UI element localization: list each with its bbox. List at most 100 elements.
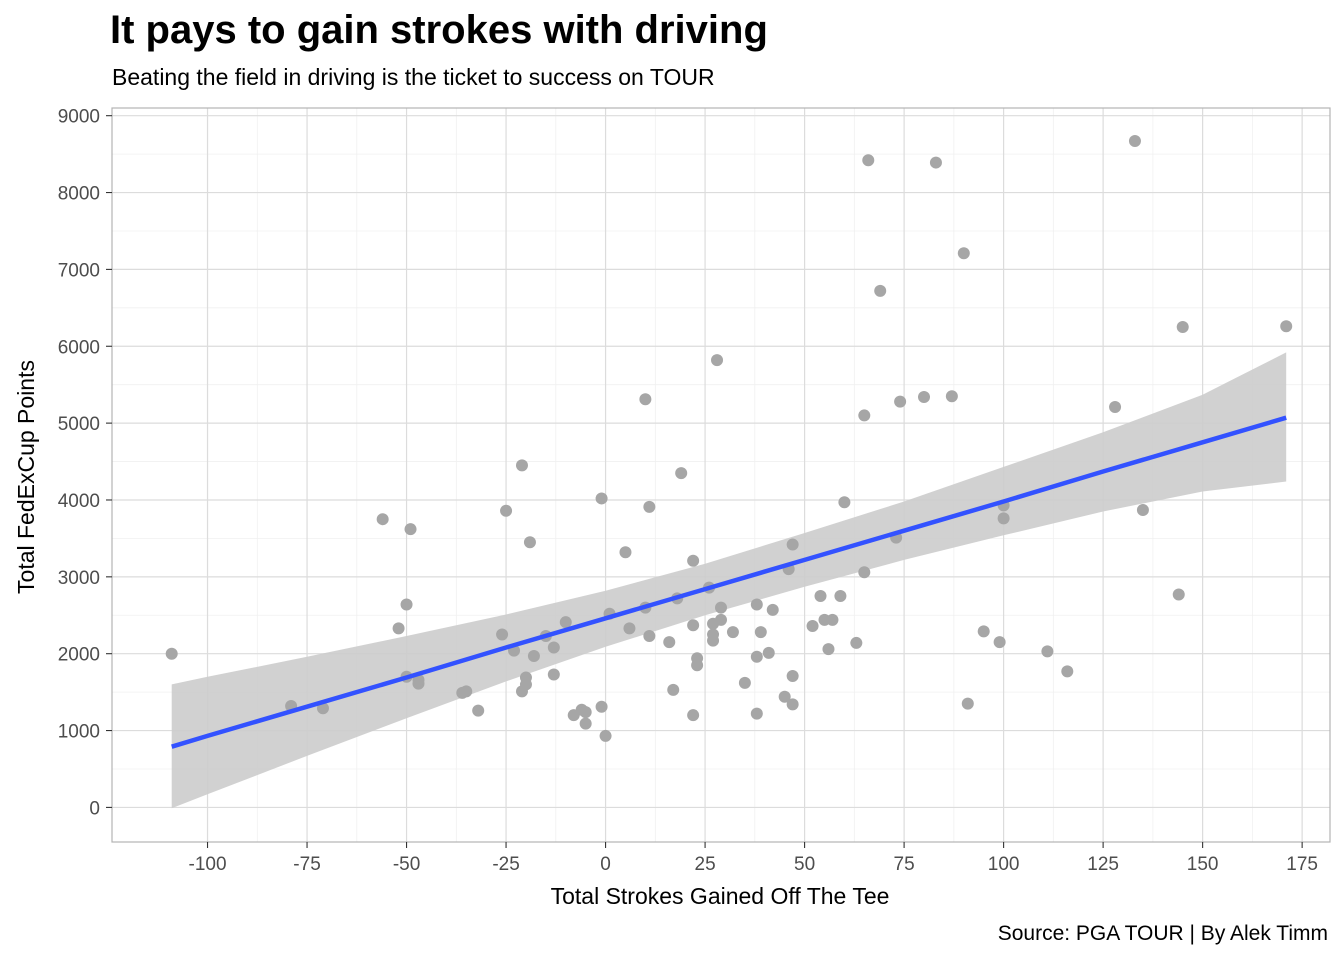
data-point bbox=[750, 707, 763, 720]
data-point bbox=[472, 704, 485, 717]
x-tick-label: 75 bbox=[894, 854, 915, 875]
y-tick-label: 0 bbox=[89, 798, 100, 819]
data-point bbox=[918, 390, 930, 403]
y-tick-label: 4000 bbox=[58, 491, 100, 512]
data-point bbox=[786, 698, 799, 711]
data-point bbox=[814, 590, 827, 603]
data-point bbox=[750, 598, 763, 611]
data-point bbox=[1128, 135, 1141, 148]
data-point bbox=[316, 702, 329, 715]
data-point bbox=[643, 500, 656, 513]
data-point bbox=[750, 650, 763, 663]
data-point bbox=[500, 504, 513, 517]
x-axis-title: Total Strokes Gained Off The Tee bbox=[551, 883, 890, 909]
data-point bbox=[754, 626, 767, 639]
data-point bbox=[826, 613, 839, 626]
data-point bbox=[667, 683, 680, 696]
regression-line-path bbox=[171, 415, 1287, 749]
chart-subtitle: Beating the field in driving is the tick… bbox=[112, 64, 715, 90]
data-point bbox=[376, 513, 389, 526]
chart-caption: Source: PGA TOUR | By Alek Timm bbox=[997, 922, 1328, 945]
data-point bbox=[945, 390, 958, 403]
y-axis-title: Total FedExCup Points bbox=[13, 360, 39, 594]
data-point bbox=[519, 671, 532, 684]
x-tick-label: -100 bbox=[189, 854, 227, 875]
data-point bbox=[822, 643, 835, 656]
data-point bbox=[862, 154, 875, 167]
x-tick-label: 0 bbox=[600, 854, 611, 875]
x-tick-label: 150 bbox=[1187, 854, 1219, 875]
gridlines bbox=[112, 108, 1330, 842]
regression-line bbox=[171, 415, 1287, 749]
data-point bbox=[1041, 645, 1054, 658]
data-point bbox=[404, 523, 417, 536]
y-tick-label: 9000 bbox=[58, 107, 100, 128]
data-point bbox=[957, 247, 970, 260]
y-tick-label: 1000 bbox=[58, 722, 100, 743]
data-point bbox=[1136, 503, 1149, 516]
x-axis-ticks: -100 -75 -50 -25 0 25 50 75 100 125 150 175 bbox=[189, 842, 1318, 875]
data-point bbox=[894, 395, 907, 408]
data-point bbox=[762, 646, 775, 659]
data-point bbox=[858, 409, 871, 422]
data-point bbox=[392, 622, 405, 635]
chart-title: It pays to gain strokes with driving bbox=[110, 8, 768, 52]
data-point bbox=[595, 700, 608, 713]
y-axis-ticks: 0 1000 2000 3000 4000 5000 6000 7000 8000 9000 bbox=[58, 107, 112, 819]
y-tick-label: 2000 bbox=[58, 645, 100, 666]
data-point bbox=[874, 284, 887, 297]
data-point bbox=[997, 512, 1010, 525]
data-point bbox=[547, 668, 560, 681]
data-point bbox=[715, 601, 727, 614]
x-tick-label: -25 bbox=[492, 854, 519, 875]
data-point bbox=[961, 697, 974, 710]
y-tick-label: 5000 bbox=[58, 414, 100, 435]
data-point bbox=[929, 156, 942, 169]
data-point bbox=[691, 652, 704, 665]
data-point bbox=[1109, 400, 1122, 413]
data-point bbox=[675, 467, 688, 480]
data-point bbox=[834, 590, 847, 603]
data-point bbox=[1280, 320, 1293, 333]
x-tick-label: 125 bbox=[1087, 854, 1119, 875]
y-tick-label: 8000 bbox=[58, 184, 100, 205]
x-tick-label: 175 bbox=[1286, 854, 1318, 875]
data-point bbox=[1172, 588, 1185, 601]
data-point bbox=[977, 625, 990, 638]
data-point bbox=[993, 636, 1006, 649]
y-tick-label: 7000 bbox=[58, 260, 100, 281]
data-point bbox=[643, 630, 656, 643]
data-point bbox=[599, 729, 612, 742]
data-point bbox=[806, 620, 819, 633]
data-point bbox=[460, 685, 473, 698]
data-point bbox=[579, 717, 592, 730]
data-point bbox=[778, 690, 791, 703]
data-point bbox=[527, 650, 540, 663]
data-point bbox=[523, 536, 536, 549]
data-point bbox=[850, 636, 863, 649]
plot-panel-border bbox=[111, 107, 1331, 843]
data-point bbox=[579, 706, 592, 719]
data-point bbox=[496, 628, 509, 641]
data-point bbox=[838, 496, 851, 509]
data-point bbox=[715, 613, 727, 626]
x-tick-label: 25 bbox=[695, 854, 716, 875]
data-point bbox=[515, 459, 528, 472]
data-point bbox=[687, 554, 700, 567]
data-point bbox=[639, 393, 652, 406]
data-point bbox=[619, 546, 632, 559]
data-point bbox=[707, 628, 720, 641]
data-point bbox=[858, 566, 871, 579]
data-point bbox=[165, 647, 178, 660]
y-tick-label: 3000 bbox=[58, 568, 100, 589]
data-point bbox=[687, 709, 700, 722]
data-point bbox=[786, 669, 799, 682]
data-point bbox=[1176, 321, 1189, 334]
data-point bbox=[623, 622, 636, 635]
x-tick-label: -50 bbox=[393, 854, 420, 875]
data-point bbox=[711, 354, 724, 367]
data-point bbox=[595, 492, 608, 505]
data-point bbox=[687, 619, 700, 632]
y-tick-label: 6000 bbox=[58, 337, 100, 358]
